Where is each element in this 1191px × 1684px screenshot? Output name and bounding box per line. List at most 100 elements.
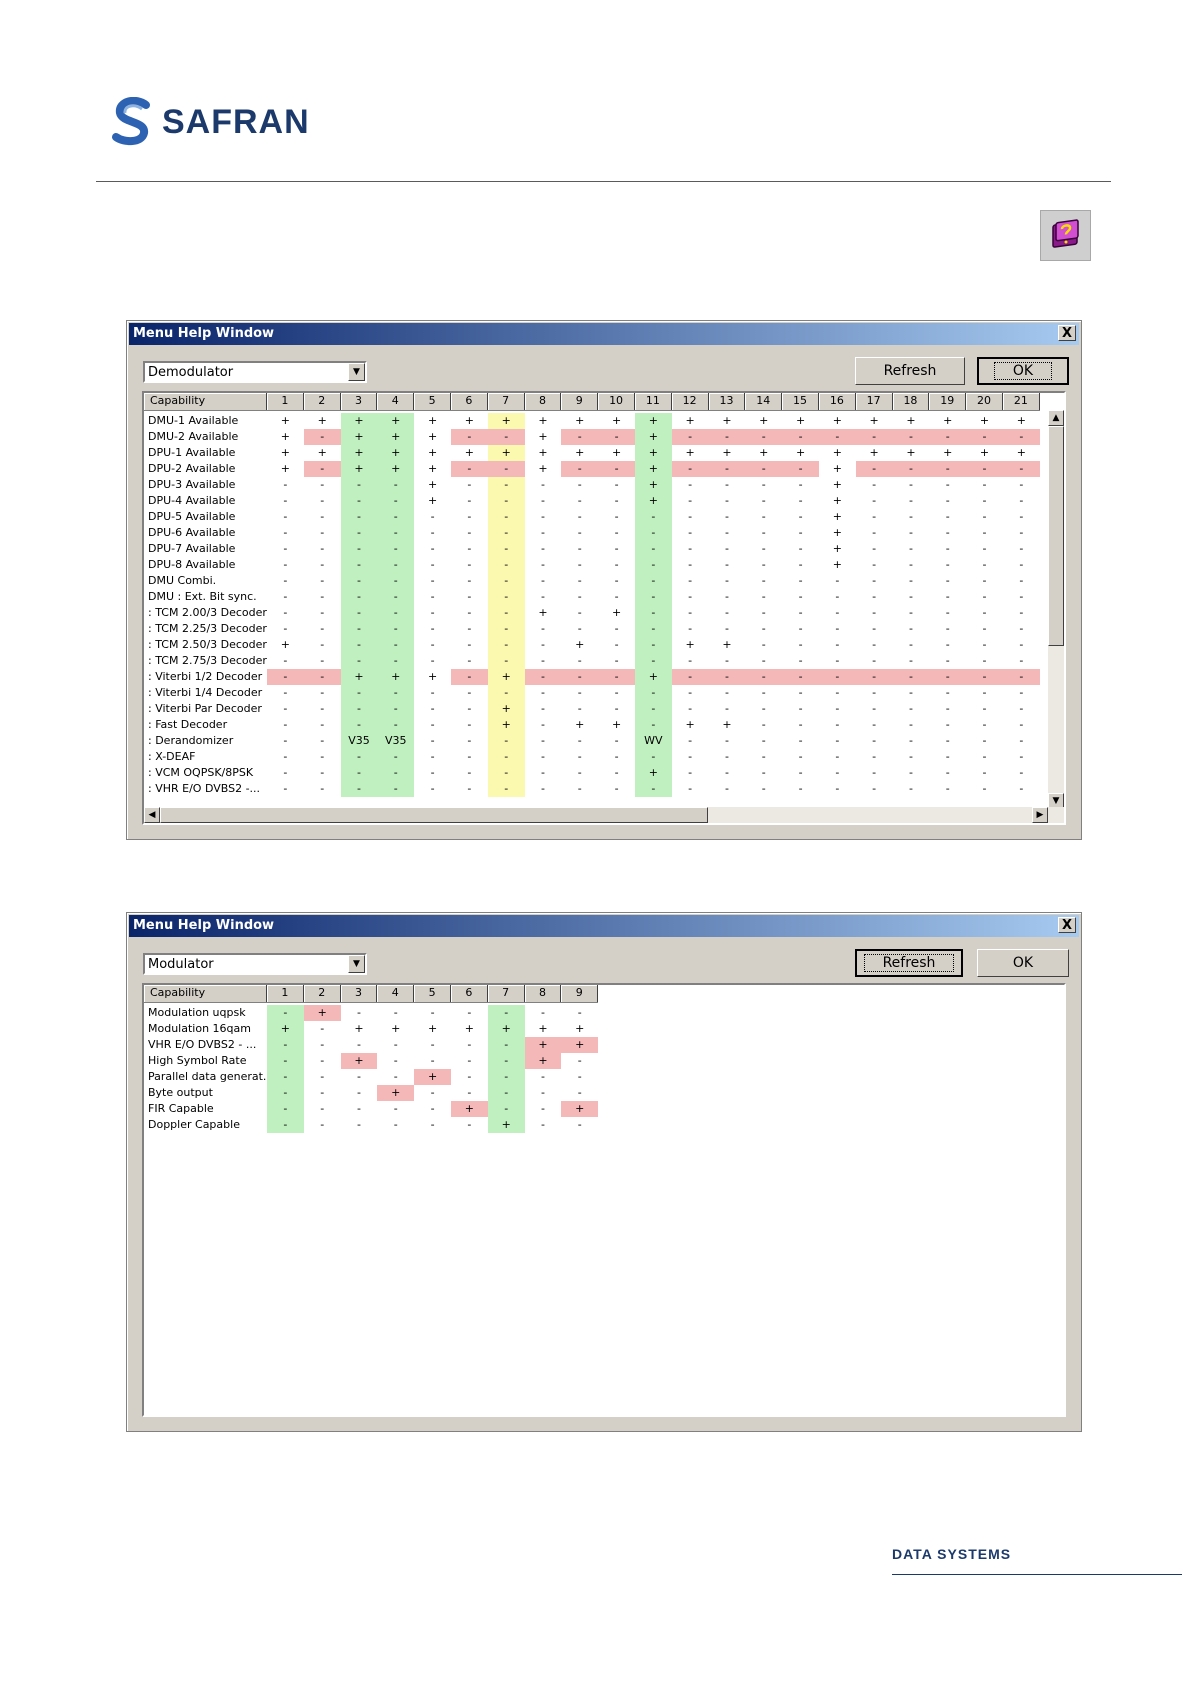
column-header-3[interactable]: 3: [341, 393, 378, 410]
grid-cell: -: [340, 573, 378, 589]
table-row[interactable]: DPU-7 Available - - - - - - - - - - - - - - - + - - - - -: [144, 541, 1040, 557]
column-header-8[interactable]: 8: [525, 985, 562, 1002]
table-row[interactable]: DMU-1 Available + + + + + + + + + + + + + + + + + + + + +: [144, 413, 1040, 429]
table-row[interactable]: Modulation uqpsk - + - - - - - - -: [144, 1005, 598, 1021]
table-row[interactable]: DMU Combi. - - - - - - - - - - - - - - - - - - - - -: [144, 573, 1040, 589]
column-header-10[interactable]: 10: [598, 393, 635, 410]
table-row[interactable]: : TCM 2.75/3 Decoder - - - - - - - - - - - - - - - - - - - -…: [144, 653, 1040, 669]
table-row[interactable]: : Viterbi Par Decoder - - - - - - + - - - - - - - - - - - -…: [144, 701, 1040, 717]
capability-grid[interactable]: Capability 1 2 3 4 5 6 7 8 9 10 11 12 13 14 15 16 17 18 19 2…: [142, 391, 1066, 825]
table-row[interactable]: Byte output - - - + - - - - -: [144, 1085, 598, 1101]
column-header-1[interactable]: 1: [267, 985, 304, 1002]
column-header-20[interactable]: 20: [966, 393, 1003, 410]
title-bar[interactable]: Menu Help Window X: [129, 915, 1079, 937]
table-row[interactable]: High Symbol Rate - - + - - - - + -: [144, 1053, 598, 1069]
column-header-15[interactable]: 15: [782, 393, 819, 410]
scroll-up-icon[interactable]: ▲: [1048, 410, 1064, 426]
table-row[interactable]: : Viterbi 1/4 Decoder - - - - - - - - - - - - - - - - - - -…: [144, 685, 1040, 701]
column-header-18[interactable]: 18: [893, 393, 930, 410]
close-button[interactable]: X: [1058, 917, 1076, 933]
grid-cell: -: [467, 558, 472, 571]
grid-cell: -: [377, 525, 415, 541]
column-header-6[interactable]: 6: [451, 393, 488, 410]
table-row[interactable]: Parallel data generat... - - - - + - - - -: [144, 1069, 598, 1085]
grid-cell: -: [908, 702, 913, 715]
column-header-21[interactable]: 21: [1003, 393, 1040, 410]
column-header-17[interactable]: 17: [856, 393, 893, 410]
table-row[interactable]: : Fast Decoder - - - - - - + - + + - + + - - - - - - - -: [144, 717, 1040, 733]
grid-cell: -: [320, 654, 325, 667]
capability-grid[interactable]: Capability 1 2 3 4 5 6 7 8 9 Modulation uqpsk - + - -…: [142, 983, 1066, 1417]
vertical-scrollbar[interactable]: ▲ ▼: [1048, 410, 1064, 809]
table-row[interactable]: VHR E/O DVBS2 - ... - - - - - - - + +: [144, 1037, 599, 1053]
refresh-button[interactable]: Refresh: [855, 949, 963, 977]
scroll-left-icon[interactable]: ◀: [144, 807, 160, 823]
column-header-1[interactable]: 1: [267, 393, 304, 410]
column-header-3[interactable]: 3: [341, 985, 378, 1002]
column-header-7[interactable]: 7: [488, 393, 525, 410]
column-header-2[interactable]: 2: [304, 393, 341, 410]
table-row[interactable]: : VCM OQPSK/8PSK - - - - - - - - - - + - - - - - - - - - -: [144, 765, 1040, 781]
column-header-13[interactable]: 13: [709, 393, 746, 410]
column-header-11[interactable]: 11: [635, 393, 672, 410]
grid-cell: -: [724, 558, 729, 571]
table-row[interactable]: DPU-6 Available - - - - - - - - - - - - - - - + - - - - -: [144, 525, 1040, 541]
table-row[interactable]: Modulation 16qam + - + + + + + + +: [144, 1021, 598, 1037]
column-header-2[interactable]: 2: [304, 985, 341, 1002]
column-header-4[interactable]: 4: [377, 985, 415, 1002]
table-row[interactable]: Doppler Capable - - - - - - + - -: [144, 1117, 598, 1133]
table-row[interactable]: : Derandomizer - - V35 V35 - - - - - - WV - - - - - - - - - -: [144, 733, 1040, 749]
table-row[interactable]: DPU-2 Available + - + + + - - + - - + - - - - + - - - - -: [144, 461, 1040, 477]
grid-cell: -: [634, 573, 672, 589]
table-row[interactable]: DMU-2 Available + - + + + - - + - - + - - - - - - - - - -: [144, 429, 1040, 445]
table-row[interactable]: : TCM 2.50/3 Decoder + - - - - - - - + - - + + - - - - - - -…: [144, 637, 1040, 653]
column-header-16[interactable]: 16: [819, 393, 856, 410]
table-row[interactable]: DPU-1 Available + + + + + + + + + + + + + + + + + + + + +: [144, 445, 1040, 461]
column-header-19[interactable]: 19: [929, 393, 967, 410]
table-row[interactable]: DPU-5 Available - - - - - - - - - - - - - - - + - - - - -: [144, 509, 1040, 525]
column-header-5[interactable]: 5: [414, 985, 451, 1002]
chevron-down-icon[interactable]: ▼: [348, 955, 365, 973]
table-row[interactable]: DMU : Ext. Bit sync. - - - - - - - - - - - - - - - - - - - -…: [144, 589, 1040, 605]
grid-cell: -: [577, 558, 582, 571]
module-select[interactable]: Modulator ▼: [143, 953, 367, 975]
grid-cell: -: [393, 1118, 398, 1131]
column-header-9[interactable]: 9: [561, 393, 599, 410]
column-header-8[interactable]: 8: [525, 393, 562, 410]
column-header-4[interactable]: 4: [377, 393, 415, 410]
column-header-5[interactable]: 5: [414, 393, 451, 410]
column-header-7[interactable]: 7: [488, 985, 525, 1002]
table-row[interactable]: DPU-3 Available - - - - + - - - - - + - - - - + - - - - -: [144, 477, 1040, 493]
table-row[interactable]: : TCM 2.00/3 Decoder - - - - - - - + - + - - - - - - - - - -…: [144, 605, 1040, 621]
grid-cell: -: [524, 669, 562, 685]
module-select[interactable]: Demodulator ▼: [143, 361, 367, 383]
ok-button[interactable]: OK: [977, 357, 1069, 385]
vertical-scroll-thumb[interactable]: [1048, 426, 1064, 646]
table-row[interactable]: : TCM 2.25/3 Decoder - - - - - - - - - - - - - - - - - - - -…: [144, 621, 1040, 637]
grid-cell: -: [634, 653, 672, 669]
table-row[interactable]: : X-DEAF - - - - - - - - - - - - - - - - - - - - -: [144, 749, 1040, 765]
help-book-icon[interactable]: [1040, 210, 1091, 261]
grid-cell: -: [267, 1037, 304, 1053]
table-row[interactable]: : VHR E/O DVBS2 -... - - - - - - - - - - - - - - - - - - - -…: [144, 781, 1040, 797]
table-row[interactable]: DPU-8 Available - - - - - - - - - - - - - - - + - - - - -: [144, 557, 1040, 573]
table-row[interactable]: DPU-4 Available - - - - + - - - - - + - - - - + - - - - -: [144, 493, 1040, 509]
scroll-right-icon[interactable]: ▶: [1032, 807, 1048, 823]
column-header-capability[interactable]: Capability: [144, 393, 267, 410]
horizontal-scroll-thumb[interactable]: [160, 807, 708, 823]
grid-cell: -: [340, 717, 378, 733]
column-header-capability[interactable]: Capability: [144, 985, 267, 1002]
title-bar[interactable]: Menu Help Window X: [129, 323, 1079, 345]
table-row[interactable]: FIR Capable - - - - - + - - +: [144, 1101, 599, 1117]
column-header-14[interactable]: 14: [745, 393, 783, 410]
column-header-6[interactable]: 6: [451, 985, 488, 1002]
ok-button[interactable]: OK: [977, 949, 1069, 977]
refresh-button[interactable]: Refresh: [855, 357, 965, 385]
horizontal-scrollbar[interactable]: ◀ ▶: [144, 807, 1064, 823]
chevron-down-icon[interactable]: ▼: [348, 363, 365, 381]
table-row[interactable]: : Viterbi 1/2 Decoder - - + + + - + - - - + - - - - - - - -…: [144, 669, 1040, 685]
close-button[interactable]: X: [1058, 325, 1076, 341]
column-header-12[interactable]: 12: [672, 393, 709, 410]
column-header-9[interactable]: 9: [561, 985, 599, 1002]
grid-cell: WV: [634, 733, 672, 749]
